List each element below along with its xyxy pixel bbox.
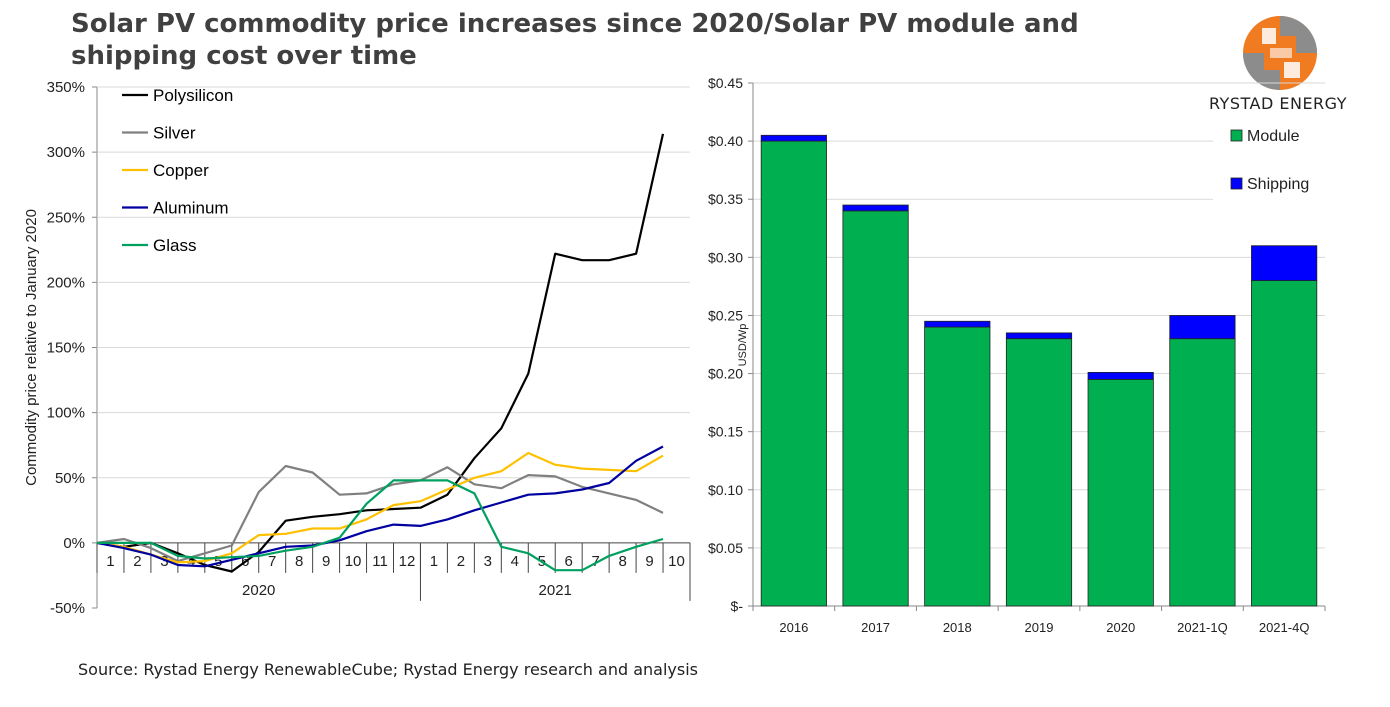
source-note: Source: Rystad Energy RenewableCube; Rys… xyxy=(78,660,698,679)
y-tick-label: 300% xyxy=(47,144,85,161)
bar-module xyxy=(924,326,991,607)
bar-shipping xyxy=(842,204,909,212)
y-tick-label: $0.30 xyxy=(708,249,743,265)
y-tick-label: $0.40 xyxy=(708,133,743,149)
y-tick-label: $0.25 xyxy=(708,307,743,323)
legend-label: Module xyxy=(1247,128,1300,145)
bar-module xyxy=(1005,338,1073,607)
y-tick-label: 200% xyxy=(47,274,85,291)
y-tick-label: $0.15 xyxy=(708,424,743,440)
year-label: 2021 xyxy=(539,582,572,599)
y-tick-label: $0.35 xyxy=(708,191,743,207)
y-tick-label: $0.05 xyxy=(708,540,743,556)
x-tick-label: 9 xyxy=(645,553,653,570)
series-line-polysilicon xyxy=(96,133,665,573)
y-tick-label: $- xyxy=(731,598,744,614)
x-tick-label: 5 xyxy=(214,553,222,570)
chart-title: Solar PV commodity price increases since… xyxy=(71,9,1079,71)
bar-module xyxy=(842,210,909,607)
x-tick-label: 4 xyxy=(511,553,519,570)
bar-shipping xyxy=(1251,245,1318,281)
y-axis-label: Commodity price relative to January 2020 xyxy=(23,209,40,486)
x-tick-label: 10 xyxy=(668,553,685,570)
legend-label: Copper xyxy=(153,161,209,180)
x-tick-label: 2021-4Q xyxy=(1259,620,1310,635)
legend-label: Glass xyxy=(153,236,196,255)
rystad-logo-icon xyxy=(1243,16,1317,90)
x-tick-label: 7 xyxy=(268,553,276,570)
y-tick-label: $0.10 xyxy=(708,482,743,498)
y-tick-label: 350% xyxy=(47,79,85,96)
legend-label: Polysilicon xyxy=(153,86,233,105)
series-line-glass xyxy=(97,479,664,572)
x-tick-label: 6 xyxy=(565,553,573,570)
y-tick-label: 150% xyxy=(47,340,85,357)
y-axis-label: USD/Wp xyxy=(737,324,749,367)
x-tick-label: 2019 xyxy=(1025,620,1054,635)
series-line-aluminum xyxy=(96,445,664,568)
bar-shipping xyxy=(760,134,827,142)
bar-shipping xyxy=(1005,332,1073,340)
legend-swatch xyxy=(1230,177,1243,190)
bar-module xyxy=(760,140,827,607)
bar-module xyxy=(1169,338,1236,607)
x-tick-label: 7 xyxy=(591,553,599,570)
y-tick-label: 50% xyxy=(55,470,85,487)
x-tick-label: 2020 xyxy=(1106,620,1135,635)
x-tick-label: 9 xyxy=(322,553,330,570)
x-tick-label: 8 xyxy=(295,553,303,570)
series-line-copper xyxy=(96,451,664,564)
y-tick-label: $0.20 xyxy=(708,366,743,382)
x-tick-label: 2 xyxy=(457,553,465,570)
x-tick-label: 2018 xyxy=(943,620,972,635)
x-tick-label: 2017 xyxy=(861,620,890,635)
brand-name: RYSTAD ENERGY xyxy=(1208,94,1348,113)
x-tick-label: 8 xyxy=(618,553,626,570)
x-tick-label: 3 xyxy=(484,553,492,570)
y-tick-label: $0.45 xyxy=(708,75,743,91)
bar-module xyxy=(1087,378,1154,607)
x-tick-label: 12 xyxy=(399,553,416,570)
x-tick-label: 3 xyxy=(160,553,168,570)
legend-label: Shipping xyxy=(1247,176,1309,193)
module-shipping-bar-chart: $- $0.05 $0.10 $0.15 $0.20 $0.25 $0.30 $0.35 $0.… xyxy=(708,75,1328,635)
x-tick-label: 1 xyxy=(106,553,114,570)
series-line-silver xyxy=(96,464,664,563)
x-tick-label: 2021-1Q xyxy=(1177,620,1228,635)
legend-label: Aluminum xyxy=(153,199,229,218)
legend-swatch xyxy=(1230,129,1243,142)
x-tick-label: 2 xyxy=(133,553,141,570)
y-tick-label: 0% xyxy=(63,535,85,552)
x-tick-label: 10 xyxy=(345,553,362,570)
x-tick-label: 1 xyxy=(430,553,438,570)
bar-shipping xyxy=(1169,315,1236,340)
bar-shipping xyxy=(924,320,991,328)
bar-shipping xyxy=(1087,371,1154,380)
legend-label: Silver xyxy=(153,124,196,143)
bar-module xyxy=(1251,280,1318,607)
x-tick-label: 2016 xyxy=(779,620,808,635)
y-tick-label: 250% xyxy=(47,209,85,226)
x-tick-label: 11 xyxy=(372,553,388,570)
year-label: 2020 xyxy=(242,582,275,599)
y-tick-label: -50% xyxy=(50,600,85,617)
commodity-price-line-chart: 350% 300% 250% 200% 150% 100% 50% 0% -50% Commodi… xyxy=(23,79,691,617)
y-tick-label: 100% xyxy=(47,405,85,422)
